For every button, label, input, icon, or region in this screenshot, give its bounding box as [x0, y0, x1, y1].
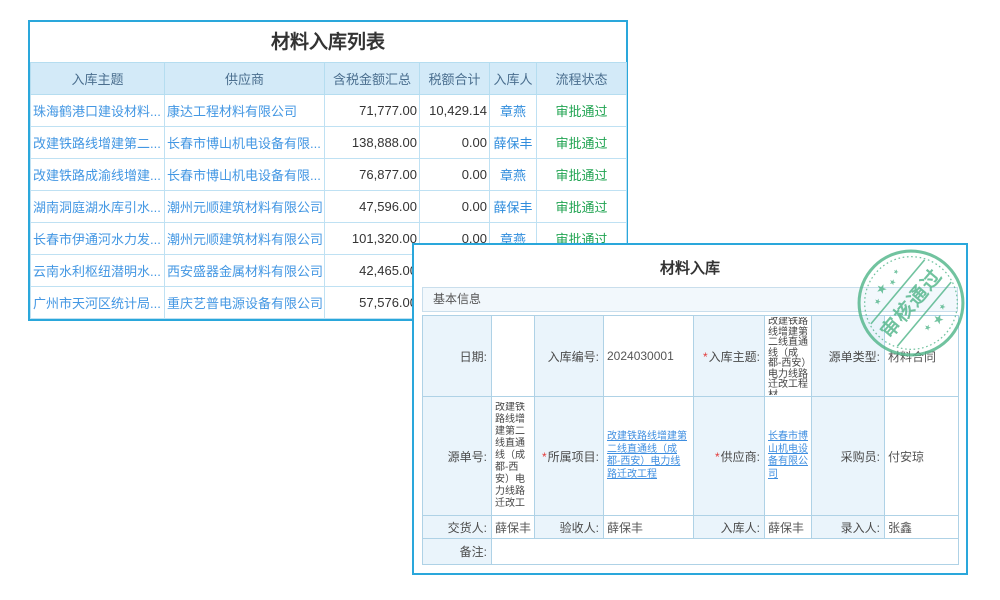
- tax-cell: 0.00: [419, 190, 490, 223]
- supplier-link[interactable]: 西安盛器金属材料有限公司: [167, 264, 324, 279]
- subject-link[interactable]: 湖南洞庭湖水库引水...: [33, 200, 161, 215]
- amount-cell: 76,877.00: [324, 158, 420, 191]
- subject-label: *入库主题:: [693, 315, 765, 397]
- source-type-value: 材料合同: [884, 315, 959, 397]
- list-title: 材料入库列表: [270, 32, 385, 53]
- subject-link[interactable]: 长春市伊通河水力发...: [33, 232, 161, 247]
- project-label: *所属项目:: [534, 396, 604, 516]
- receiver-value: 薛保丰: [764, 515, 812, 539]
- status-badge: 审批通过: [536, 190, 627, 223]
- date-label: 日期:: [422, 315, 492, 397]
- source-type-label: 源单类型:: [811, 315, 885, 397]
- status-badge: 审批通过: [536, 126, 627, 159]
- deliverer-value: 薛保丰: [491, 515, 535, 539]
- recorder-label: 录入人:: [811, 515, 885, 539]
- source-no-value: 改建铁路线增建第二线直通线（成都-西安）电力线路迁改工: [495, 402, 525, 509]
- receiver-label: 入库人:: [693, 515, 765, 539]
- col-header-supplier: 供应商: [164, 62, 325, 95]
- supplier-link[interactable]: 潮州元顺建筑材料有限公司: [167, 200, 324, 215]
- source-no-label: 源单号:: [422, 396, 492, 516]
- col-header-amount: 含税金额汇总: [324, 62, 420, 95]
- deliverer-label: 交货人:: [422, 515, 492, 539]
- supplier-link[interactable]: 潮州元顺建筑材料有限公司: [167, 232, 324, 247]
- form-row-remark: 备注:: [422, 538, 959, 565]
- person-cell: 薛保丰: [489, 126, 537, 159]
- person-cell: 章燕: [489, 94, 537, 127]
- tax-cell: 10,429.14: [419, 94, 490, 127]
- amount-cell: 57,576.00: [324, 286, 420, 319]
- supplier-link[interactable]: 长春市博山机电设备有限...: [167, 136, 321, 151]
- form-row-3: 交货人: 薛保丰 验收人: 薛保丰 入库人: 薛保丰 录入人: 张鑫: [422, 515, 959, 539]
- inspector-label: 验收人:: [534, 515, 604, 539]
- amount-cell: 47,596.00: [324, 190, 420, 223]
- person-cell: 章燕: [489, 158, 537, 191]
- subject-link[interactable]: 改建铁路成渝线增建...: [33, 168, 161, 183]
- recorder-value: 张鑫: [884, 515, 959, 539]
- basic-info-table: 日期: 入库编号: 2024030001 *入库主题: 改建铁路线增建第二线直通…: [422, 315, 959, 565]
- amount-cell: 42,465.00: [324, 254, 420, 287]
- inbound-no-label: 入库编号:: [534, 315, 604, 397]
- supplier-link[interactable]: 长春市博山机电设备有限公司: [768, 431, 808, 480]
- table-row: 湖南洞庭湖水库引水... 潮州元顺建筑材料有限公司 47,596.00 0.00…: [30, 190, 627, 223]
- table-row: 改建铁路成渝线增建... 长春市博山机电设备有限... 76,877.00 0.…: [30, 158, 627, 191]
- form-row-1: 日期: 入库编号: 2024030001 *入库主题: 改建铁路线增建第二线直通…: [422, 315, 959, 397]
- col-header-person: 入库人: [489, 62, 537, 95]
- purchaser-label: 采购员:: [811, 396, 885, 516]
- material-inbound-form-window: 材料入库 基本信息 日期: 入库编号: 2024030001 *入库主题: 改建…: [412, 243, 968, 575]
- supplier-link[interactable]: 长春市博山机电设备有限...: [167, 168, 321, 183]
- subject-link[interactable]: 云南水利枢纽潜明水...: [33, 264, 161, 279]
- form-row-2: 源单号: 改建铁路线增建第二线直通线（成都-西安）电力线路迁改工 *所属项目: …: [422, 396, 959, 516]
- status-badge: 审批通过: [536, 158, 627, 191]
- table-row: 改建铁路线增建第二... 长春市博山机电设备有限... 138,888.00 0…: [30, 126, 627, 159]
- tax-cell: 0.00: [419, 158, 490, 191]
- date-value: [491, 315, 535, 397]
- remark-label: 备注:: [422, 538, 492, 565]
- required-marker: *: [714, 449, 720, 464]
- col-header-subject: 入库主题: [30, 62, 165, 95]
- supplier-label: *供应商:: [693, 396, 765, 516]
- remark-value: [491, 538, 959, 565]
- amount-cell: 138,888.00: [324, 126, 420, 159]
- inbound-no-value: 2024030001: [603, 315, 694, 397]
- subject-link[interactable]: 广州市天河区统计局...: [33, 296, 161, 311]
- required-marker: *: [541, 449, 547, 464]
- inspector-value: 薛保丰: [603, 515, 694, 539]
- subject-link[interactable]: 珠海鹤港口建设材料...: [33, 104, 161, 119]
- section-header-basic-info: 基本信息: [422, 287, 958, 312]
- required-marker: *: [702, 349, 708, 364]
- amount-cell: 101,320.00: [324, 222, 420, 255]
- supplier-link[interactable]: 重庆艺普电源设备有限公司: [167, 296, 324, 311]
- project-link[interactable]: 改建铁路线增建第二线直通线（成都-西安）电力线路迁改工程: [607, 431, 687, 480]
- col-header-status: 流程状态: [536, 62, 627, 95]
- table-header-row: 入库主题 供应商 含税金额汇总 税额合计 入库人 流程状态: [30, 62, 627, 95]
- purchaser-value: 付安琼: [884, 396, 959, 516]
- tax-cell: 0.00: [419, 126, 490, 159]
- supplier-link[interactable]: 康达工程材料有限公司: [167, 104, 298, 119]
- amount-cell: 71,777.00: [324, 94, 420, 127]
- status-badge: 审批通过: [536, 94, 627, 127]
- form-title: 材料入库: [659, 260, 720, 277]
- subject-value: 改建铁路线增建第二线直通线（成都-西安）电力线路迁改工程材: [768, 317, 808, 395]
- col-header-tax: 税额合计: [419, 62, 490, 95]
- table-row: 珠海鹤港口建设材料... 康达工程材料有限公司 71,777.00 10,429…: [30, 94, 627, 127]
- person-cell: 薛保丰: [489, 190, 537, 223]
- subject-link[interactable]: 改建铁路线增建第二...: [33, 136, 161, 151]
